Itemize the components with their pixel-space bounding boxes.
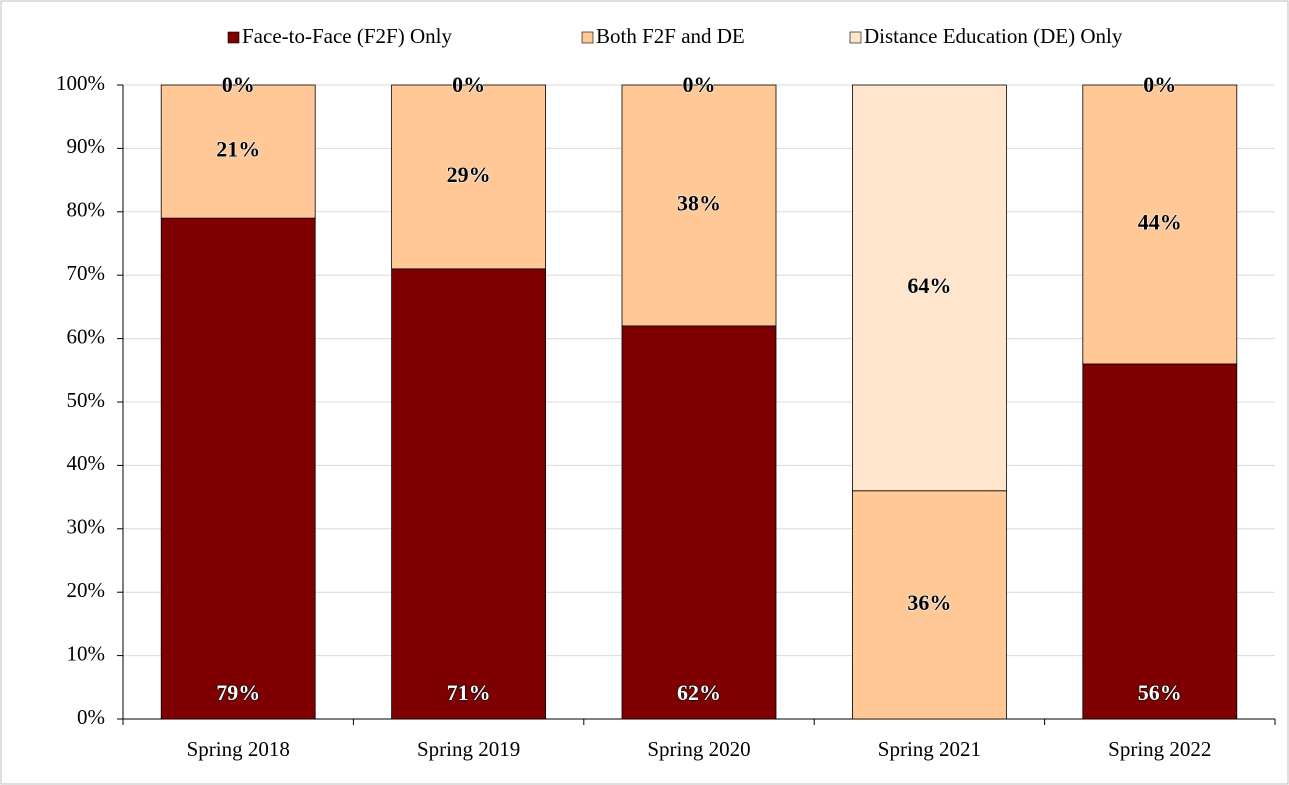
y-tick-label: 70% [67,261,106,285]
x-tick-label: Spring 2020 [647,737,750,761]
x-tick-label: Spring 2022 [1108,737,1211,761]
bar-segment [160,84,316,219]
x-tick-label: Spring 2018 [187,737,290,761]
bar-segment [391,268,547,720]
data-label: 71% [447,680,491,705]
data-label: 0% [452,72,485,97]
bar-segment [621,325,777,720]
y-tick-label: 90% [67,134,106,158]
data-label: 0% [1143,72,1176,97]
y-tick-label: 20% [67,578,106,602]
data-label: 38% [677,191,721,216]
y-tick-label: 80% [67,198,106,222]
y-tick-label: 10% [67,641,106,665]
legend-label: Both F2F and DE [596,24,745,48]
y-tick-label: 100% [56,71,105,95]
y-tick-label: 40% [67,451,106,475]
data-label: 62% [677,680,721,705]
data-label: 36% [907,590,951,615]
data-label: 79% [216,680,260,705]
data-label: 29% [447,162,491,187]
bar-segment [1082,84,1238,365]
legend-swatch [227,31,240,44]
data-label: 21% [216,137,260,162]
data-label: 56% [1138,680,1182,705]
legend-swatch [581,31,594,44]
y-tick-label: 60% [67,324,106,348]
y-tick-label: 30% [67,515,106,539]
legend-label: Distance Education (DE) Only [864,24,1123,48]
bar-segment [391,84,547,270]
data-label: 0% [683,72,716,97]
x-tick-label: Spring 2019 [417,737,520,761]
bar-segment [852,84,1007,492]
legend-swatch [849,31,862,44]
legend-label: Face-to-Face (F2F) Only [242,24,452,48]
bar-segment [1082,363,1238,720]
bar-segment [621,84,777,327]
data-label: 44% [1138,210,1182,235]
y-tick-label: 50% [67,388,106,412]
x-tick-label: Spring 2021 [878,737,981,761]
y-tick-label: 0% [77,705,105,729]
bar-segment [160,217,316,720]
bar-segment [852,490,1007,720]
data-label: 64% [907,273,951,298]
data-label: 0% [222,72,255,97]
